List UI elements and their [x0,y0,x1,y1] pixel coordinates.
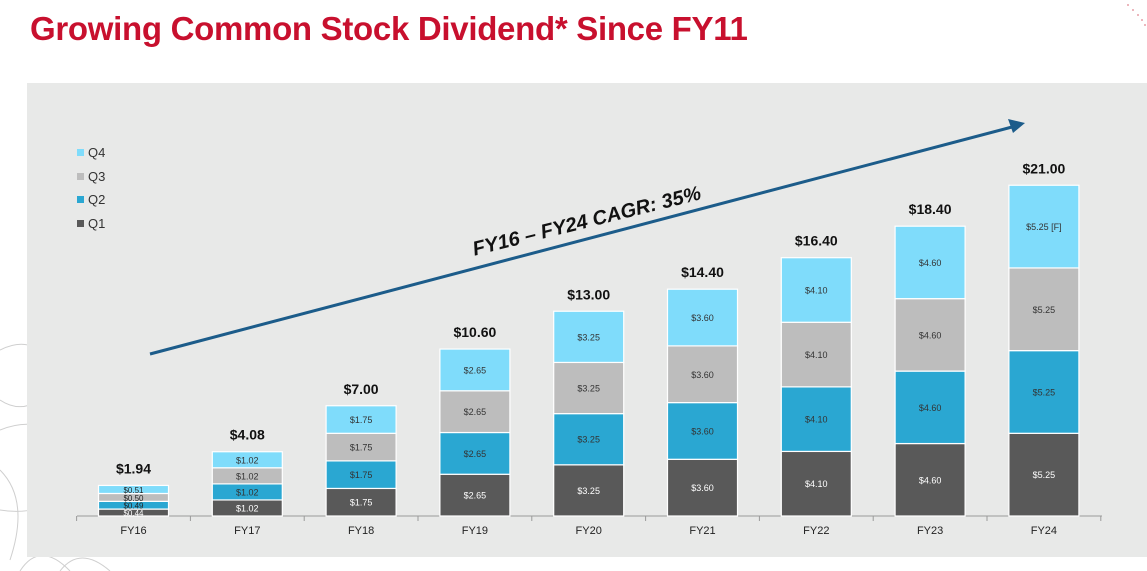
bar-total-label: $18.40 [909,201,952,217]
bar-segment-q1-fy24 [1008,432,1080,517]
bar-value-label: $4.60 [919,258,942,268]
legend-item-q3: Q3 [77,165,105,189]
bar-segment-q1-fy19 [439,473,511,517]
x-axis-tick-label: FY23 [917,525,943,537]
x-axis-tick-label: FY16 [120,525,146,537]
bar-total-label: $1.94 [116,460,151,476]
bar-value-label: $5.25 [1033,470,1056,480]
bar-total-label: $21.00 [1022,160,1065,176]
x-axis-tick-label: FY21 [689,525,715,537]
bar-segment-q2-fy20 [553,413,625,466]
bar-value-label: $3.60 [691,313,714,323]
bar-value-label: $3.60 [691,483,714,493]
bar-value-label: $1.75 [350,443,373,453]
bar-total-label: $10.60 [453,324,496,340]
legend-swatch-q4 [77,149,84,157]
bar-value-label: $1.02 [236,503,259,513]
bar-value-label: $3.60 [691,370,714,380]
bar-value-label: $3.25 [577,384,600,394]
bar-value-label: $4.10 [805,415,828,425]
bar-segment-q3-fy18 [325,432,397,462]
bar-segment-q1-fy21 [666,458,739,517]
bar-segment-q2-fy19 [439,431,511,475]
bar-value-label: $2.65 [464,365,487,375]
bar-segment-q1-fy23 [894,442,966,517]
bar-segment-q2-fy22 [780,386,852,453]
bar-value-label: $3.60 [691,426,714,436]
bar-value-label: $4.10 [805,285,828,295]
bar-segment-q1-fy20 [553,464,625,517]
bar-value-label: $4.10 [805,479,828,489]
x-axis-tick-label: FY19 [462,525,488,537]
bar-value-label: $0.49 [123,502,144,511]
bar-segment-q4-fy23 [894,225,966,300]
bar-value-label: $1.75 [350,498,373,508]
bar-total-label: $7.00 [344,381,379,397]
x-axis-tick-label: FY22 [803,525,829,537]
legend-item-q1: Q1 [77,212,105,236]
bar-value-label: $5.25 [1033,305,1056,315]
bar-value-label: $2.65 [464,407,487,417]
bar-value-label: $1.75 [350,415,373,425]
bar-value-label: $2.65 [464,449,487,459]
bar-value-label: $0.44 [123,509,144,518]
bar-total-label: $4.08 [230,427,265,443]
legend-swatch-q1 [77,219,84,227]
x-axis-tick-label: FY18 [348,525,374,537]
bar-total-label: $16.40 [795,233,838,249]
bar-value-label: $4.60 [919,330,942,340]
bar-segment-q4-fy16 [97,484,170,495]
legend-swatch-q2 [77,196,84,204]
x-axis-tick-label: FY20 [576,525,602,537]
bar-segment-q1-fy18 [325,487,397,517]
bar-segment-q2-fy23 [894,370,966,445]
bar-segment-q3-fy20 [553,361,625,415]
legend-item-q2: Q2 [77,188,105,212]
bar-segment-q4-fy22 [780,257,852,323]
bar-segment-q4-fy18 [325,405,397,434]
bar-value-label: $4.60 [919,403,942,413]
legend-label-q3: Q3 [88,168,106,184]
legend-swatch-q3 [77,172,84,180]
x-axis-tick-label: FY24 [1031,525,1057,537]
bar-value-label: $1.02 [236,487,259,497]
bar-value-label: $4.10 [805,350,828,360]
bar-segment-q4-fy21 [666,288,739,347]
bar-segment-q4-fy24 [1008,184,1080,269]
bar-total-label: $14.40 [681,264,724,280]
bar-segment-q3-fy24 [1008,267,1080,352]
legend-label-q4: Q4 [88,145,106,161]
bar-total-label: $13.00 [567,286,610,302]
cagr-arrow-head [1008,119,1025,133]
legend-label-q2: Q2 [88,192,106,208]
bar-segment-q4-fy19 [439,348,511,392]
cagr-trend-arrow [149,125,1013,356]
bar-value-label: $1.02 [236,471,259,481]
bar-value-label: $3.25 [577,332,600,342]
bar-segment-q4-fy20 [553,310,625,364]
bar-value-label: $3.25 [577,486,600,496]
x-axis-tick-label: FY17 [234,525,260,537]
bar-value-label: $3.25 [577,435,600,445]
bar-value-label: $5.25 [F] [1026,222,1062,232]
bar-segment-q4-fy17 [211,451,283,469]
bar-value-label: $5.25 [1033,387,1056,397]
bar-value-label: $4.60 [919,475,942,485]
chart-legend: Q4 Q3 Q2 Q1 [77,141,105,235]
bar-value-label: $1.02 [236,455,259,465]
bar-segment-q3-fy22 [780,321,852,388]
bar-value-label: $2.65 [464,491,487,501]
bar-value-label: $1.75 [350,470,373,480]
bar-segment-q3-fy21 [666,345,739,404]
bar-value-label: $0.51 [123,486,144,495]
legend-label-q1: Q1 [88,215,106,231]
legend-item-q4: Q4 [77,141,105,165]
slide-title: Growing Common Stock Dividend* Since FY1… [30,10,748,47]
bar-value-label: $0.50 [123,494,144,503]
